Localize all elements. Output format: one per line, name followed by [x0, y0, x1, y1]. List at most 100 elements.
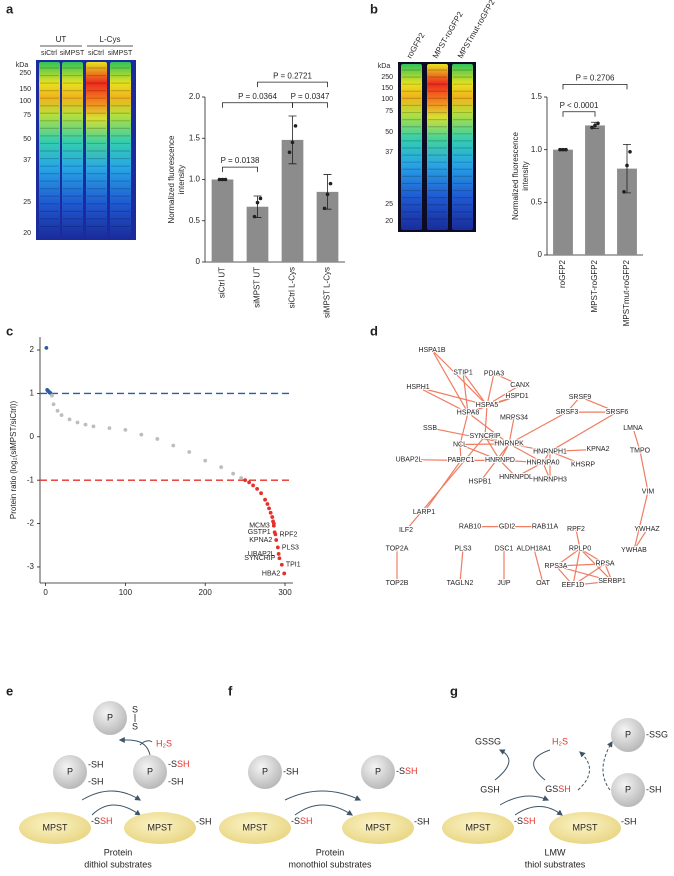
- point: [279, 562, 284, 567]
- bracket: [562, 83, 628, 90]
- caption: monothiol substrates: [288, 859, 372, 869]
- persulfide: -SSH: [396, 766, 418, 776]
- point: [83, 422, 88, 427]
- x-tick-label: 0: [43, 588, 48, 597]
- node-label: HSPH1: [406, 384, 429, 391]
- lane: [39, 62, 60, 238]
- enzyme: MPST: [365, 822, 391, 832]
- bracket: [292, 102, 328, 108]
- node-label: RPF2: [567, 526, 585, 533]
- protein-ball: [611, 718, 645, 752]
- y-tick-label: 1.0: [189, 175, 201, 184]
- edge: [542, 451, 551, 463]
- point: [259, 491, 263, 496]
- replicate-dot: [628, 149, 632, 154]
- marker-label: 25: [385, 201, 393, 208]
- error-bar: [288, 115, 297, 165]
- enzyme: MPST: [572, 822, 598, 832]
- x-tick-label: siMPST UT: [253, 267, 262, 308]
- edge: [484, 405, 488, 437]
- gs: GS: [545, 784, 558, 794]
- mpst: [442, 812, 514, 844]
- y-tick-label: -2: [27, 519, 35, 528]
- y-tick-label: 1.5: [189, 133, 201, 142]
- edge: [508, 417, 515, 444]
- point: [75, 420, 80, 425]
- point: [171, 443, 176, 448]
- edge: [499, 459, 544, 464]
- node-label: TOP2B: [386, 580, 409, 587]
- s: -S: [396, 766, 405, 776]
- caption: dithiol substrates: [84, 859, 152, 869]
- replicate-dot: [217, 177, 222, 182]
- y-axis-label: intensity: [177, 165, 186, 194]
- arrow: [118, 736, 151, 756]
- node-label: UBAP2L: [396, 457, 423, 464]
- edge: [633, 491, 649, 551]
- point: [247, 480, 252, 485]
- bar: [316, 191, 339, 262]
- protein-ball: [133, 755, 167, 789]
- node-label: KHSRP: [571, 461, 595, 468]
- replicate-dot: [255, 200, 260, 205]
- point: [274, 538, 279, 542]
- thiol: -SH: [168, 776, 184, 786]
- edge: [632, 427, 641, 451]
- node-label: RAB11A: [532, 523, 559, 530]
- protein: P: [262, 766, 268, 776]
- sh: SH: [100, 816, 113, 826]
- edge: [429, 427, 510, 445]
- enzyme: MPST: [242, 822, 268, 832]
- edge: [486, 373, 495, 406]
- point: [203, 458, 208, 463]
- point: [265, 502, 270, 506]
- x-tick-label: MPST-roGFP2: [590, 259, 599, 312]
- edge: [639, 450, 649, 492]
- panel-label: c: [6, 323, 13, 338]
- protein: P: [147, 766, 153, 776]
- point-label: KPNA2: [249, 537, 272, 544]
- mpst: [124, 812, 196, 844]
- p-value: P = 0.0138: [221, 156, 260, 165]
- replicate-dot: [220, 177, 225, 182]
- lane-label: siMPST: [60, 50, 85, 57]
- node-label: YWHAZ: [634, 526, 660, 533]
- edge: [467, 404, 488, 414]
- edge: [604, 563, 613, 582]
- protein-ball: [248, 755, 282, 789]
- arrow: [499, 795, 550, 806]
- p-value: P = 0.2721: [273, 71, 312, 80]
- marker-label: 75: [23, 112, 31, 119]
- scheme-f: P -SH P -SSH MPST -SSH MPST -SH Protein …: [219, 755, 430, 869]
- point: [268, 510, 273, 515]
- persulfide: -SSH: [514, 816, 536, 826]
- persulfide: -SSH: [91, 816, 113, 826]
- node-label: JUP: [497, 580, 511, 587]
- unit: kDa: [378, 63, 391, 70]
- scatter-chart: -3 -2 -1 0 1 2 0 100 200 300 Protein ratio (log₂(s…: [9, 337, 301, 597]
- edge: [459, 548, 464, 584]
- replicate-dot: [293, 124, 298, 128]
- node-label: DSC1: [495, 546, 514, 553]
- lane: [62, 62, 83, 238]
- bar: [246, 206, 269, 262]
- marker-label: 150: [19, 86, 31, 93]
- persulfide: -SSH: [168, 759, 190, 769]
- point: [219, 465, 224, 470]
- edge: [459, 412, 469, 445]
- blot: siCtrl siMPST siCtrl siMPSTkDa2501501007550…: [16, 35, 136, 240]
- node-label: NCL: [453, 441, 467, 448]
- x-tick-label: 100: [119, 588, 133, 597]
- node-label: RAB10: [459, 523, 481, 530]
- x-tick-label: siCtrl UT: [218, 267, 227, 298]
- edge: [572, 563, 606, 586]
- node-label: YWHAB: [621, 547, 647, 554]
- unit: kDa: [16, 62, 29, 69]
- marker-label: 250: [381, 74, 393, 81]
- edge: [405, 435, 486, 531]
- thiol: -SH: [88, 776, 104, 786]
- replicate-dot: [325, 192, 330, 197]
- sh: SH: [177, 759, 190, 769]
- y-axis-label: Normalized fluorescence: [511, 131, 520, 220]
- edge: [508, 443, 551, 453]
